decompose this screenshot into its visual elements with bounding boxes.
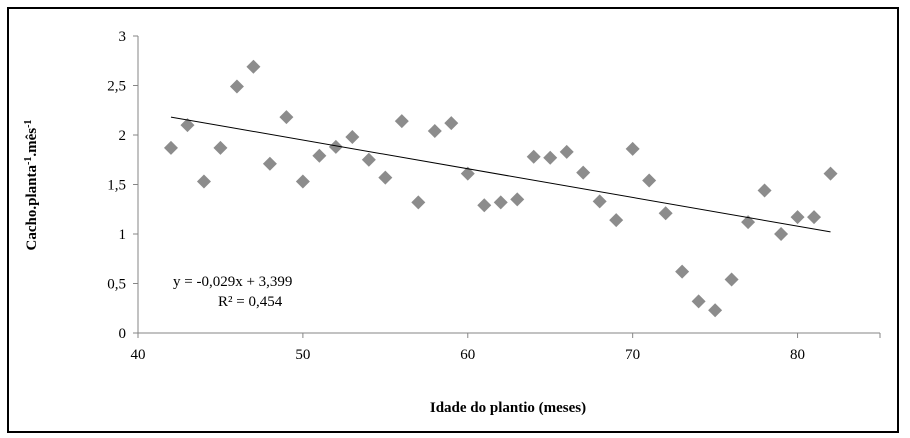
y-tick-label: 0: [119, 326, 127, 342]
data-point: [757, 183, 772, 198]
y-tick-label: 0,5: [107, 277, 126, 293]
data-point: [279, 110, 294, 125]
data-point: [229, 79, 244, 94]
data-point: [790, 210, 805, 225]
data-point: [378, 170, 393, 185]
data-point: [807, 210, 822, 225]
data-point: [823, 166, 838, 181]
data-point: [262, 156, 277, 171]
data-point: [246, 59, 261, 74]
data-point: [295, 174, 310, 189]
data-point: [658, 206, 673, 221]
data-point: [774, 227, 789, 241]
data-point: [576, 165, 591, 180]
data-point: [328, 139, 343, 154]
trendline: [170, 116, 831, 233]
x-tick-label: 50: [295, 347, 310, 363]
y-axis-title: Cacho.planta-1.mês-1: [23, 120, 41, 251]
data-point: [625, 141, 640, 156]
data-points: [163, 59, 838, 318]
tick-labels: 0 0,5 1 1,5 2 2,5 3 40 50 60 70 80: [107, 29, 805, 363]
data-point: [163, 140, 178, 155]
y-tick-label: 1: [119, 227, 127, 243]
axes: [133, 35, 881, 338]
x-tick-label: 40: [131, 347, 146, 363]
data-point: [394, 114, 409, 129]
data-point: [493, 195, 508, 210]
data-point: [559, 144, 574, 159]
data-point: [675, 264, 690, 279]
x-tick-label: 60: [460, 347, 475, 363]
data-point: [427, 124, 442, 139]
data-point: [510, 192, 525, 207]
data-point: [642, 173, 657, 188]
data-point: [213, 140, 228, 155]
data-point: [361, 152, 376, 167]
y-axis-title-part-2: .mês: [24, 128, 40, 157]
data-point: [312, 148, 327, 163]
data-point: [411, 195, 426, 210]
data-point: [196, 174, 211, 189]
y-tick-label: 3: [119, 29, 127, 45]
x-tick-label: 80: [790, 347, 805, 363]
data-point: [592, 194, 607, 209]
x-axis-title: Idade do plantio (meses): [430, 400, 586, 416]
y-axis-title-exp-1: -1: [23, 157, 34, 165]
y-axis-title-exp-2: -1: [23, 120, 34, 128]
x-tick-label: 70: [625, 347, 640, 363]
data-point: [444, 116, 459, 131]
data-point: [526, 149, 541, 164]
data-point: [460, 166, 475, 181]
y-axis-title-part-1: Cacho.planta: [24, 165, 40, 251]
y-tick-label: 1,5: [107, 178, 126, 194]
data-point: [180, 118, 195, 133]
trendline-layer: [170, 116, 831, 233]
y-tick-label: 2,5: [107, 79, 126, 95]
y-tick-label: 2: [119, 128, 127, 144]
data-point: [691, 294, 706, 309]
data-point: [708, 303, 723, 318]
r-squared: R² = 0,454: [218, 294, 283, 310]
trend-equation: y = -0,029x + 3,399: [173, 274, 292, 290]
data-point: [724, 272, 739, 287]
data-point: [609, 213, 624, 228]
data-point: [543, 150, 558, 165]
data-point: [345, 129, 360, 144]
data-point: [477, 198, 492, 213]
